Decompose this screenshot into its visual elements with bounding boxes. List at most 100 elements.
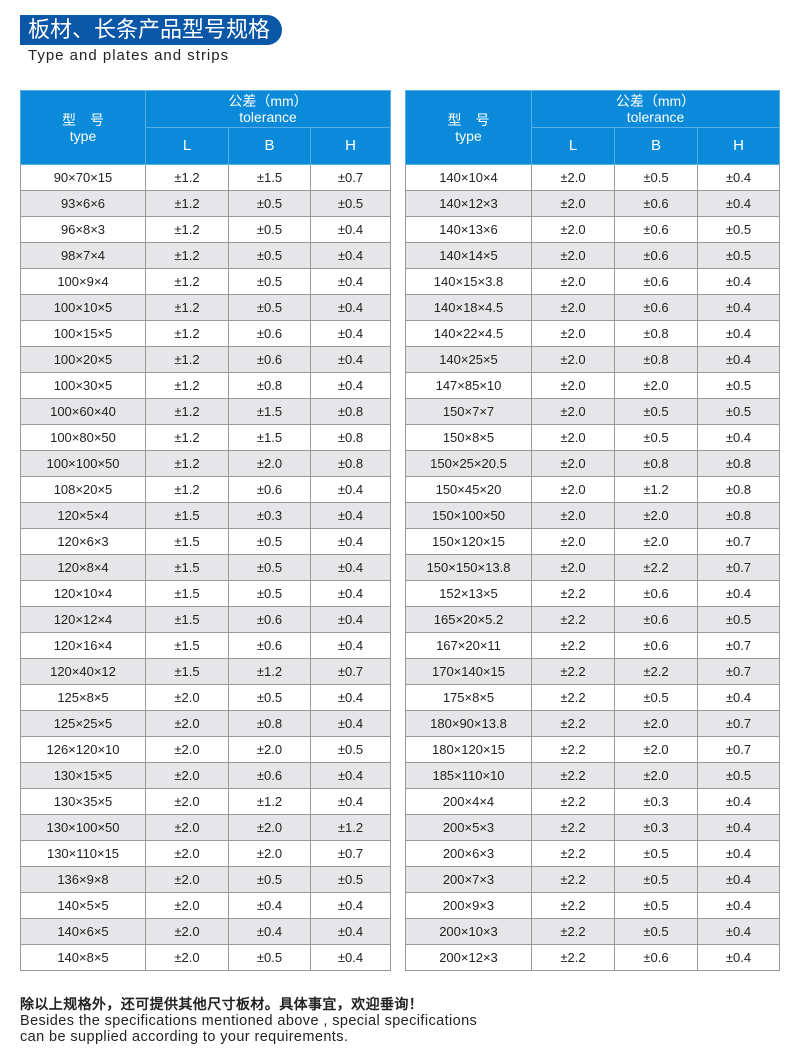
table-row: 130×15×5 ±2.0 ±0.6 ±0.4 [20, 762, 392, 789]
l-tolerance-cell: ±2.0 [145, 710, 229, 737]
h-tolerance-cell: ±0.4 [696, 866, 781, 893]
table-row: 120×12×4 ±1.5 ±0.6 ±0.4 [20, 606, 392, 633]
h-tolerance-cell: ±0.7 [696, 710, 781, 737]
table-row: 150×120×15 ±2.0 ±2.0 ±0.7 [405, 528, 781, 555]
h-tolerance-cell: ±0.4 [309, 892, 392, 919]
l-tolerance-cell: ±2.2 [531, 580, 615, 607]
h-tolerance-cell: ±0.4 [309, 554, 392, 581]
h-tolerance-cell: ±0.4 [696, 918, 781, 945]
table-row: 150×7×7 ±2.0 ±0.5 ±0.5 [405, 398, 781, 425]
b-tolerance-cell: ±0.6 [614, 190, 698, 217]
type-cell: 152×13×5 [405, 580, 532, 607]
b-tolerance-cell: ±0.6 [228, 762, 311, 789]
type-cell: 140×13×6 [405, 216, 532, 243]
type-cell: 120×10×4 [20, 580, 146, 607]
tolerance-header: 公差（mm） tolerance [530, 90, 781, 128]
type-cell: 150×120×15 [405, 528, 532, 555]
type-cell: 150×7×7 [405, 398, 532, 425]
table-row: 125×8×5 ±2.0 ±0.5 ±0.4 [20, 684, 392, 711]
type-cell: 93×6×6 [20, 190, 146, 217]
l-tolerance-cell: ±2.2 [531, 814, 615, 841]
type-cell: 140×18×4.5 [405, 294, 532, 321]
b-tolerance-cell: ±0.6 [614, 294, 698, 321]
b-tolerance-cell: ±0.5 [228, 294, 311, 321]
h-tolerance-cell: ±0.7 [696, 736, 781, 763]
l-tolerance-cell: ±1.2 [145, 242, 229, 269]
l-tolerance-cell: ±2.0 [145, 736, 229, 763]
h-tolerance-cell: ±0.4 [309, 242, 392, 269]
table-row: 140×8×5 ±2.0 ±0.5 ±0.4 [20, 944, 392, 971]
type-cell: 136×9×8 [20, 866, 146, 893]
b-tolerance-cell: ±0.5 [614, 918, 698, 945]
type-cell: 150×150×13.8 [405, 554, 532, 581]
h-header: H [696, 127, 781, 165]
l-tolerance-cell: ±1.5 [145, 632, 229, 659]
b-tolerance-cell: ±0.6 [614, 580, 698, 607]
type-cell: 100×60×40 [20, 398, 146, 425]
table-row: 140×14×5 ±2.0 ±0.6 ±0.5 [405, 242, 781, 269]
table-row: 150×45×20 ±2.0 ±1.2 ±0.8 [405, 476, 781, 503]
h-tolerance-cell: ±0.4 [696, 424, 781, 451]
table-row: 147×85×10 ±2.0 ±2.0 ±0.5 [405, 372, 781, 399]
b-tolerance-cell: ±0.5 [228, 190, 311, 217]
b-tolerance-cell: ±2.0 [614, 502, 698, 529]
h-tolerance-cell: ±0.4 [696, 294, 781, 321]
type-cell: 120×5×4 [20, 502, 146, 529]
table-row: 200×7×3 ±2.2 ±0.5 ±0.4 [405, 866, 781, 893]
b-tolerance-cell: ±1.5 [228, 398, 311, 425]
l-tolerance-cell: ±2.0 [531, 164, 615, 191]
l-tolerance-cell: ±2.2 [531, 606, 615, 633]
table-row: 140×12×3 ±2.0 ±0.6 ±0.4 [405, 190, 781, 217]
table-row: 140×18×4.5 ±2.0 ±0.6 ±0.4 [405, 294, 781, 321]
table-row: 90×70×15 ±1.2 ±1.5 ±0.7 [20, 164, 392, 191]
l-tolerance-cell: ±2.0 [145, 762, 229, 789]
h-tolerance-cell: ±0.7 [309, 658, 392, 685]
b-tolerance-cell: ±1.5 [228, 164, 311, 191]
b-tolerance-cell: ±2.0 [228, 736, 311, 763]
l-tolerance-cell: ±2.2 [531, 840, 615, 867]
l-tolerance-cell: ±1.2 [145, 398, 229, 425]
h-tolerance-cell: ±0.4 [309, 918, 392, 945]
l-tolerance-cell: ±2.0 [531, 216, 615, 243]
l-tolerance-cell: ±2.0 [145, 866, 229, 893]
type-cell: 200×10×3 [405, 918, 532, 945]
b-tolerance-cell: ±0.5 [614, 424, 698, 451]
h-tolerance-cell: ±0.7 [696, 658, 781, 685]
l-tolerance-cell: ±1.2 [145, 320, 229, 347]
b-tolerance-cell: ±2.0 [614, 762, 698, 789]
spec-table-right: 型 号 type 公差（mm） tolerance L B H 140×10×4 ±2… [405, 90, 781, 971]
type-cell: 200×4×4 [405, 788, 532, 815]
h-tolerance-cell: ±0.4 [309, 216, 392, 243]
table-row: 200×10×3 ±2.2 ±0.5 ±0.4 [405, 918, 781, 945]
type-cell: 100×100×50 [20, 450, 146, 477]
l-tolerance-cell: ±2.2 [531, 918, 615, 945]
l-tolerance-cell: ±2.0 [145, 840, 229, 867]
type-cell: 125×25×5 [20, 710, 146, 737]
table-row: 100×30×5 ±1.2 ±0.8 ±0.4 [20, 372, 392, 399]
type-cell: 120×16×4 [20, 632, 146, 659]
type-cell: 90×70×15 [20, 164, 146, 191]
h-tolerance-cell: ±0.8 [696, 476, 781, 503]
type-cell: 98×7×4 [20, 242, 146, 269]
table-row: 140×22×4.5 ±2.0 ±0.8 ±0.4 [405, 320, 781, 347]
h-tolerance-cell: ±0.5 [309, 866, 392, 893]
h-tolerance-cell: ±0.4 [309, 788, 392, 815]
b-tolerance-cell: ±0.5 [228, 866, 311, 893]
h-tolerance-cell: ±0.4 [309, 606, 392, 633]
type-cell: 120×6×3 [20, 528, 146, 555]
l-tolerance-cell: ±1.5 [145, 658, 229, 685]
table-row: 100×9×4 ±1.2 ±0.5 ±0.4 [20, 268, 392, 295]
type-cell: 100×80×50 [20, 424, 146, 451]
footer-note: 除以上规格外，还可提供其他尺寸板材。具体事宜，欢迎垂询！ Besides the… [20, 996, 477, 1046]
table-row: 140×15×3.8 ±2.0 ±0.6 ±0.4 [405, 268, 781, 295]
h-tolerance-cell: ±0.8 [309, 450, 392, 477]
table-row: 150×100×50 ±2.0 ±2.0 ±0.8 [405, 502, 781, 529]
b-tolerance-cell: ±2.0 [614, 710, 698, 737]
type-cell: 100×20×5 [20, 346, 146, 373]
b-tolerance-cell: ±0.5 [228, 528, 311, 555]
type-cell: 120×40×12 [20, 658, 146, 685]
table-row: 167×20×11 ±2.2 ±0.6 ±0.7 [405, 632, 781, 659]
l-tolerance-cell: ±2.0 [531, 554, 615, 581]
b-tolerance-cell: ±0.6 [614, 944, 698, 971]
h-tolerance-cell: ±0.4 [309, 528, 392, 555]
